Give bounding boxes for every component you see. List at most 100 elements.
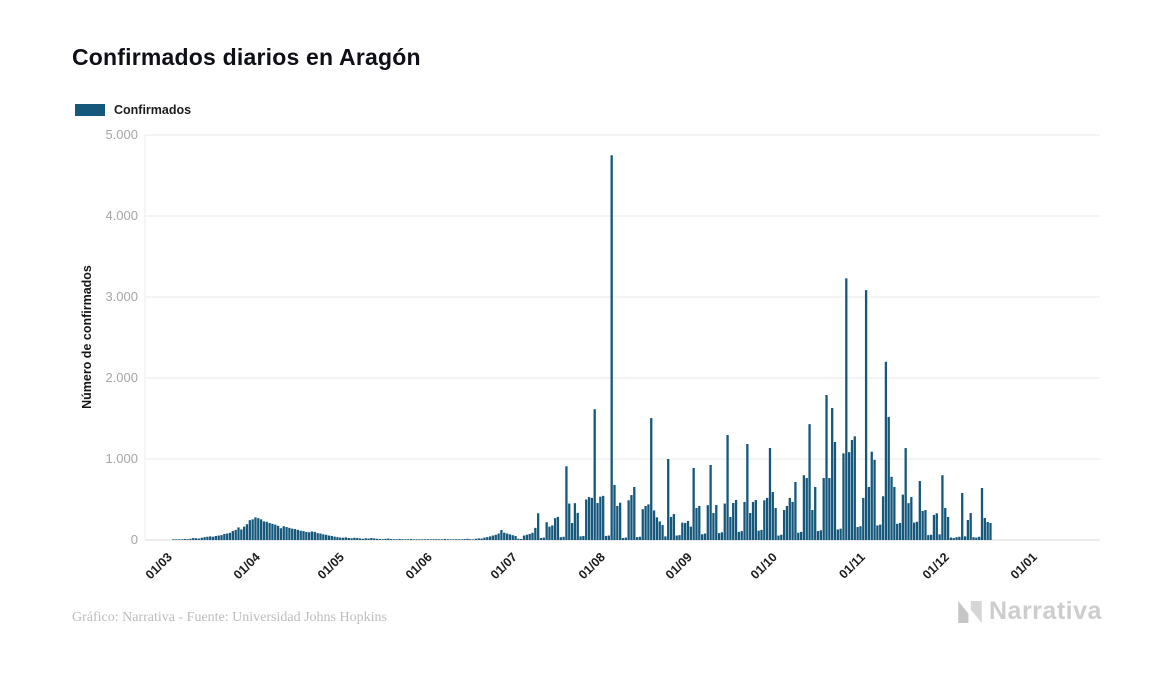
bar — [619, 502, 622, 540]
bar — [460, 539, 463, 540]
bar — [630, 495, 633, 540]
bar — [675, 535, 678, 540]
bar — [401, 539, 404, 540]
bar — [347, 537, 350, 540]
bar — [302, 531, 305, 540]
bar — [791, 501, 794, 540]
bar — [935, 513, 938, 540]
y-axis-tick-label: 5.000 — [105, 127, 138, 142]
bar — [607, 535, 610, 540]
bar — [805, 478, 808, 540]
bar — [409, 539, 413, 540]
bar — [706, 505, 709, 540]
bar — [491, 535, 495, 540]
page-title: Confirmados diarios en Aragón — [72, 44, 421, 70]
bar — [474, 538, 478, 540]
bar — [373, 538, 376, 540]
bar — [627, 500, 630, 540]
bar — [339, 537, 342, 540]
bar — [873, 459, 876, 540]
bar — [754, 499, 757, 540]
bar — [440, 539, 444, 540]
bar — [545, 522, 548, 540]
bar — [975, 537, 978, 540]
legend-swatch — [75, 104, 105, 116]
bar — [924, 510, 927, 540]
bar — [421, 539, 424, 540]
bar — [573, 503, 577, 540]
bar — [734, 499, 738, 540]
bar — [398, 539, 401, 540]
bar — [358, 538, 362, 540]
bar — [254, 517, 257, 540]
bar — [296, 529, 300, 541]
bar — [316, 533, 319, 540]
bar — [562, 536, 565, 540]
bar — [709, 464, 712, 540]
bar — [763, 500, 766, 540]
bar — [500, 530, 503, 540]
bar — [172, 539, 175, 540]
bar — [794, 482, 797, 540]
bar — [831, 407, 834, 540]
bar — [412, 539, 415, 540]
bar — [978, 536, 981, 540]
bar — [989, 522, 992, 540]
bar — [542, 537, 545, 540]
bar — [921, 511, 924, 540]
bar — [915, 521, 919, 540]
bar — [423, 539, 427, 540]
bar — [641, 509, 644, 540]
bar — [913, 522, 916, 540]
bar — [231, 531, 234, 540]
bar — [819, 530, 823, 540]
bar — [616, 505, 619, 540]
bar — [907, 503, 910, 540]
bar — [836, 529, 839, 540]
bar — [771, 491, 774, 540]
bar — [313, 531, 316, 540]
bar — [590, 497, 594, 540]
bar — [553, 518, 557, 540]
bar — [859, 526, 862, 540]
bar — [664, 536, 667, 541]
bar — [455, 539, 458, 540]
bar — [661, 525, 664, 540]
bar — [582, 535, 585, 540]
bar — [308, 532, 311, 540]
bar — [740, 531, 743, 540]
bar — [946, 517, 950, 540]
bar — [952, 537, 955, 540]
bar — [635, 537, 639, 540]
bar — [276, 525, 280, 541]
bar — [686, 520, 690, 541]
bar — [243, 526, 246, 540]
bar — [395, 539, 398, 540]
bar — [203, 537, 206, 540]
bar — [310, 531, 314, 541]
bar — [652, 510, 656, 541]
bar — [698, 505, 701, 540]
narrativa-logo-text: Narrativa — [989, 597, 1102, 625]
bar — [240, 529, 243, 540]
bar — [517, 538, 520, 540]
bar — [356, 537, 359, 540]
bar — [522, 535, 526, 540]
bar — [839, 528, 842, 540]
bar — [879, 524, 882, 540]
bar — [901, 494, 904, 540]
source-credit: Gráfico: Narrativa - Fuente: Universidad… — [72, 610, 387, 625]
bar — [177, 539, 181, 540]
bar — [341, 537, 345, 540]
bar — [438, 539, 441, 540]
bar — [217, 535, 220, 540]
legend-label: Confirmados — [114, 103, 192, 117]
bar — [720, 532, 724, 540]
bar — [333, 536, 336, 540]
bar — [961, 493, 964, 540]
bar — [712, 513, 715, 540]
bar — [700, 534, 704, 540]
bar — [305, 531, 308, 540]
legend-item-confirmados[interactable]: Confirmados — [75, 103, 191, 117]
bar — [245, 524, 249, 540]
